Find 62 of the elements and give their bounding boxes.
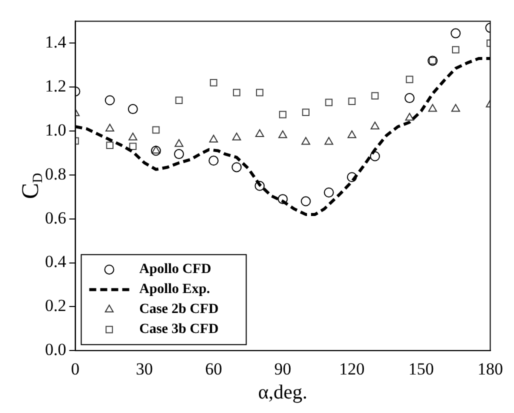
x-axis-title: α,deg. (258, 381, 308, 404)
y-axis-title: CD (18, 172, 46, 199)
point (348, 130, 356, 138)
point (128, 132, 138, 140)
point (106, 142, 114, 149)
y-tick-label: 0.8 (45, 164, 66, 184)
point (174, 149, 184, 160)
point (278, 194, 288, 204)
point (254, 180, 265, 191)
point (325, 98, 333, 106)
x-tick-label: 0 (71, 359, 80, 378)
legend-label: Case 2b CFD (139, 302, 219, 318)
point (324, 187, 334, 198)
point (346, 172, 357, 182)
point (452, 46, 460, 54)
point (175, 96, 183, 104)
point (209, 134, 218, 143)
point (232, 88, 240, 96)
point (428, 104, 438, 112)
point (301, 136, 310, 145)
y-tick-label: 0.0 (45, 340, 66, 360)
point (278, 130, 288, 138)
point (104, 95, 115, 106)
legend-label: Apollo CFD (139, 262, 212, 278)
x-tick-label: 150 (408, 359, 434, 378)
point (371, 92, 379, 100)
point (406, 76, 414, 84)
point (370, 122, 380, 130)
point (348, 98, 356, 106)
point (255, 129, 264, 138)
point (302, 108, 310, 116)
y-tick-label: 0.6 (45, 208, 66, 228)
point (232, 162, 242, 172)
point (210, 79, 218, 86)
x-tick-label: 60 (205, 359, 222, 378)
point (232, 132, 242, 140)
point (105, 124, 114, 132)
point (174, 139, 184, 147)
point (300, 196, 311, 206)
x-tick-label: 30 (136, 359, 153, 378)
point (370, 151, 380, 162)
point (208, 156, 219, 166)
point (405, 112, 414, 121)
x-tick-label: 90 (274, 359, 292, 378)
point (450, 28, 461, 38)
point (324, 136, 334, 145)
legend-label: Apollo Exp. (139, 282, 210, 298)
y-tick-label: 1.0 (45, 120, 66, 140)
y-tick-label: 0.2 (45, 296, 66, 316)
x-tick-label: 180 (478, 359, 503, 378)
y-tick-label: 1.4 (45, 32, 67, 52)
point (128, 104, 138, 114)
y-tick-label: 1.2 (45, 76, 66, 96)
point (152, 126, 160, 134)
point (279, 110, 286, 118)
x-tick-label: 120 (339, 359, 365, 378)
legend-label: Case 3b CFD (139, 322, 219, 338)
point (404, 93, 415, 104)
point (451, 104, 460, 112)
point (256, 88, 264, 96)
y-tick-label: 0.4 (45, 252, 67, 272)
point (129, 142, 137, 150)
